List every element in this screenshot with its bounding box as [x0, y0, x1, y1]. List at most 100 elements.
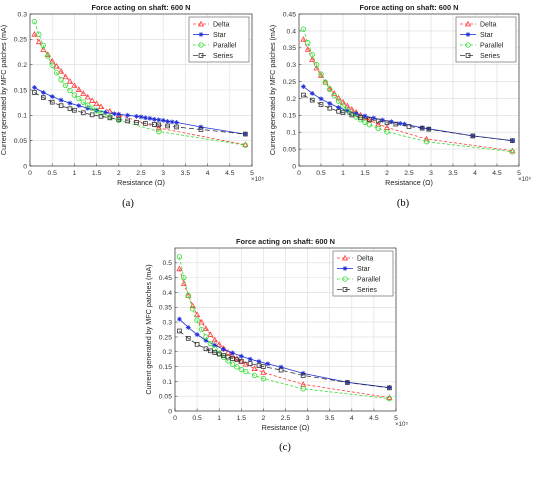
data-point-series — [367, 117, 372, 122]
legend: Delta Star Parallel Series — [332, 250, 394, 297]
data-point-star — [58, 97, 64, 103]
chart-title: Force acting on shaft: 600 N — [360, 3, 459, 12]
data-point-parallel — [327, 86, 333, 93]
chart-panel: 0 0.5 1 1.5 2 2.5 3 3.5 4 4.5 5 0 0.05 0.1 0.15 0.2 0.25… — [0, 3, 264, 209]
data-point-series — [67, 106, 73, 112]
x-tick-label: 5 — [394, 415, 398, 422]
chart-title: Force acting on shaft: 600 N — [236, 237, 335, 246]
legend-label: Series — [357, 287, 377, 294]
data-point-star — [40, 90, 46, 95]
data-point-series — [72, 107, 77, 113]
x-tick-label: 0.5 — [316, 170, 326, 177]
data-point-delta — [31, 31, 38, 37]
x-tick-label: 2 — [385, 170, 389, 177]
x-tick-label: 3.5 — [181, 170, 191, 177]
data-point-star — [336, 105, 341, 110]
data-point-series — [49, 99, 55, 105]
data-point-series — [134, 120, 139, 125]
legend-marker-delta — [197, 20, 205, 27]
legend-marker-parallel — [342, 276, 348, 282]
data-point-series — [247, 361, 253, 366]
data-point-delta — [309, 56, 316, 62]
data-point-series — [185, 336, 191, 341]
data-point-delta — [224, 349, 232, 355]
data-point-series — [243, 131, 248, 137]
data-point-series — [309, 97, 315, 103]
data-point-series — [358, 115, 363, 120]
data-point-delta — [202, 325, 210, 331]
data-point-delta — [242, 360, 249, 367]
legend-marker-delta — [464, 20, 472, 27]
data-point-star — [238, 353, 244, 359]
x-tick-label: 3.5 — [448, 170, 458, 177]
data-point-star — [265, 361, 271, 367]
data-point-parallel — [344, 107, 351, 113]
y-axis-label: Current generated by MFC patches (mA) — [268, 25, 277, 155]
data-point-parallel — [366, 122, 373, 128]
data-point-parallel — [76, 95, 82, 102]
legend-marker-parallel — [198, 42, 204, 48]
data-point-star — [174, 120, 179, 125]
data-point-series — [327, 105, 333, 111]
y-tick-label: 0.2 — [18, 62, 28, 69]
x-tick-label: 2 — [262, 415, 266, 422]
data-point-series — [174, 124, 179, 130]
data-point-parallel — [260, 376, 267, 382]
data-point-delta — [326, 85, 333, 91]
data-point-series — [107, 115, 113, 121]
data-point-star — [389, 119, 394, 125]
x-tick-label: 0 — [173, 415, 177, 422]
data-point-star — [49, 94, 55, 99]
data-point-parallel — [340, 103, 346, 109]
data-point-delta — [317, 72, 325, 78]
data-point-parallel — [198, 326, 205, 333]
series-parallel — [300, 26, 516, 155]
data-point-star — [134, 113, 139, 119]
data-point-series — [58, 103, 64, 109]
data-point-parallel — [89, 105, 95, 111]
data-point-series — [80, 110, 86, 116]
data-point-parallel — [357, 117, 364, 123]
data-point-series — [419, 125, 425, 131]
data-point-delta — [304, 46, 311, 52]
data-point-series — [470, 133, 476, 139]
data-point-star — [278, 364, 284, 370]
x-tick-label: 4 — [350, 415, 354, 422]
data-point-parallel — [423, 138, 430, 145]
x-tick-label: 3 — [306, 415, 310, 422]
data-point-star — [353, 111, 359, 117]
data-point-star — [242, 131, 248, 137]
data-point-star — [67, 100, 73, 106]
x-tick-label: 3 — [429, 170, 433, 177]
data-point-parallel — [207, 340, 214, 347]
series-line-delta — [34, 34, 246, 146]
legend-label: Series — [480, 53, 500, 60]
data-point-star — [247, 356, 253, 362]
y-tick-label: 0 — [168, 408, 172, 415]
series-line-series — [34, 92, 246, 135]
y-tick-label: 0 — [292, 163, 296, 170]
x-tick-label: 0.5 — [192, 415, 202, 422]
data-point-series — [426, 126, 432, 132]
data-point-parallel — [80, 99, 86, 105]
legend-label: Parallel — [480, 43, 504, 50]
data-point-parallel — [384, 129, 390, 135]
data-point-delta — [300, 36, 307, 42]
data-point-delta — [229, 352, 236, 358]
data-point-series — [384, 120, 390, 126]
x-tick-label: 1 — [341, 170, 345, 177]
x-axis-exponent: ×10⁵ — [251, 176, 264, 183]
data-point-series — [89, 112, 95, 118]
data-point-parallel — [62, 82, 69, 89]
legend-label: Star — [357, 266, 371, 273]
x-axis-label: Resistance (Ω) — [117, 178, 165, 187]
y-tick-label: 0.05 — [283, 147, 296, 154]
data-point-parallel — [45, 53, 51, 59]
data-point-star — [203, 338, 209, 343]
data-point-series — [203, 346, 209, 352]
data-point-star — [470, 133, 476, 139]
data-point-delta — [386, 394, 393, 400]
data-point-series — [151, 122, 157, 127]
data-point-parallel — [251, 372, 258, 379]
series-line-series — [179, 330, 390, 389]
